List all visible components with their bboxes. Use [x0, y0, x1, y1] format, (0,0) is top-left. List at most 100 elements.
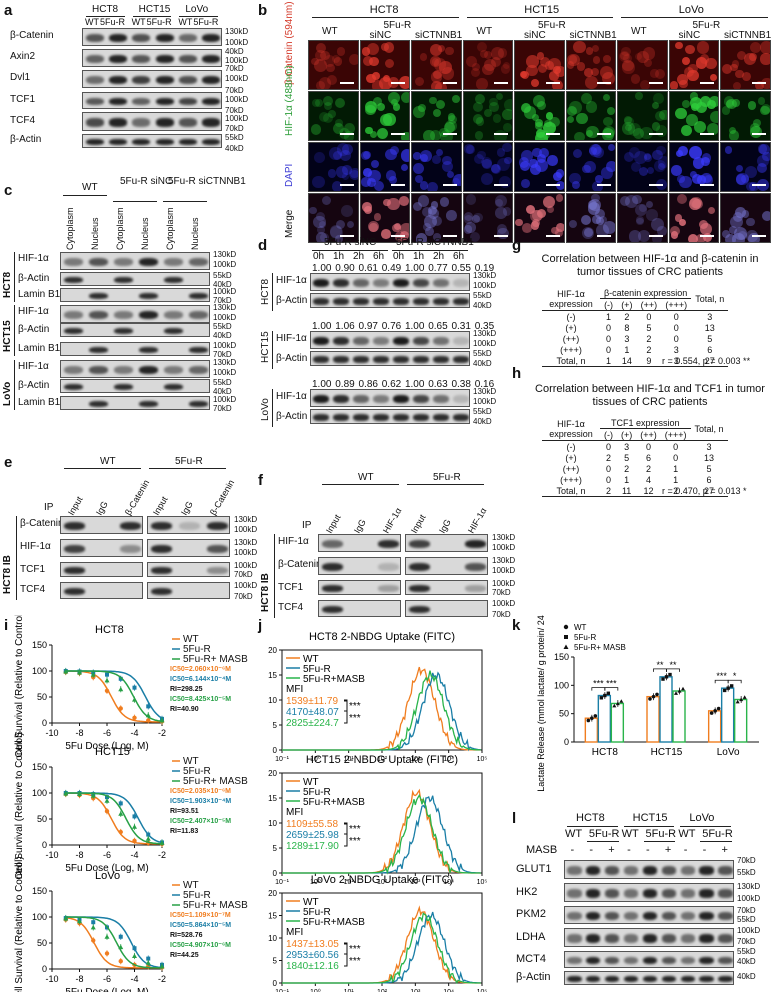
cell-blob — [679, 218, 687, 227]
blot-band — [202, 75, 221, 85]
quantification-row: 1.00 0.89 0.86 0.62 1.00 0.63 0.38 0.16 — [312, 379, 495, 390]
cell-blob — [401, 132, 410, 140]
cell-blob — [607, 107, 616, 116]
blot-band — [139, 400, 158, 408]
cell-blob — [439, 197, 450, 207]
cell-blob — [689, 92, 698, 101]
blot-band — [353, 394, 369, 404]
cell-line-bracket — [14, 305, 15, 356]
fraction-label: Nucleus — [140, 217, 150, 250]
cell-blob — [692, 157, 705, 169]
row-label: β-Catenin — [20, 518, 64, 529]
x-tick-label: -8 — [75, 728, 83, 738]
y-tick-label: 10 — [268, 696, 277, 705]
row-label: GLUT1 — [516, 862, 552, 875]
micrograph-tile — [668, 40, 719, 90]
table-cell: 0 — [605, 474, 611, 485]
table-row: (-) 0 3 0 0 3 — [542, 441, 728, 453]
cell-blob — [646, 209, 658, 221]
y-tick-label: 0 — [273, 746, 278, 755]
cell-blob — [472, 214, 481, 223]
blot-band — [433, 414, 449, 421]
cell-blob — [349, 169, 358, 179]
col-level: (-) — [600, 428, 617, 441]
blot-band — [164, 276, 183, 284]
kd-marker: 70kD — [234, 592, 253, 601]
row-label: Lamin B1 — [18, 397, 61, 408]
panel-label-h: h — [512, 365, 522, 382]
y-axis-label: Cell Survival (Relative to Control) — [14, 732, 25, 879]
data-point — [159, 840, 165, 845]
group-underline — [392, 250, 468, 251]
cell-blob — [696, 41, 709, 54]
data-point — [599, 696, 604, 700]
blot-band — [202, 118, 221, 127]
row-label: β-Catenin — [10, 30, 54, 41]
data-point — [615, 701, 620, 706]
panel-l: l HCT8 WT 5Fu-R HCT15 WT 5Fu-R LoVo WT 5Fu-R MASB… — [512, 810, 774, 992]
cell-blob — [549, 71, 559, 81]
cell-blob — [343, 131, 355, 140]
blot-band — [623, 889, 639, 898]
sig-stars: *** — [349, 701, 361, 712]
cell-blob — [542, 195, 555, 208]
scale-bar — [494, 133, 508, 135]
cell-blob — [423, 130, 435, 140]
cell-blob — [536, 153, 547, 164]
cell-blob — [335, 98, 346, 108]
x-tick-label: 10⁰ — [310, 755, 321, 763]
nbdg-histograms-svg: HCT8 2-NBDG Uptake (FITC) 0 5 10 15 20 10⁻¹ 10⁰… — [268, 631, 488, 992]
x-tick-label: 10⁻¹ — [275, 879, 289, 886]
table-cell: 3 — [661, 355, 692, 367]
blot-band — [718, 934, 733, 943]
cell-blob — [336, 166, 348, 178]
bar — [646, 695, 660, 743]
cell-blob — [669, 81, 679, 89]
cell-blob — [369, 57, 379, 67]
blot-band — [179, 75, 197, 85]
x-tick-label: 10⁵ — [477, 879, 488, 886]
kd-marker: 40kD — [737, 972, 756, 981]
cell-blob — [429, 129, 441, 140]
data-point — [90, 793, 96, 798]
cell-blob — [634, 52, 642, 61]
blot-band — [661, 934, 677, 943]
blot-band — [333, 336, 349, 346]
cell-blob — [452, 173, 461, 187]
western-blot-strip — [405, 580, 488, 595]
cell-blob — [707, 100, 716, 109]
row-label: HIF-1α — [18, 253, 49, 264]
kd-marker: 100kD — [737, 894, 761, 903]
table-cell: 13 — [704, 452, 715, 463]
data-point — [722, 688, 727, 693]
cell-blob — [363, 55, 374, 66]
cell-blob — [703, 174, 714, 185]
legend-label: WT — [183, 756, 199, 767]
lane-label: β-Catenin — [122, 478, 151, 517]
group-underline — [312, 250, 388, 251]
blot-band — [164, 257, 183, 267]
scale-bar — [751, 235, 766, 237]
sig-bracket — [344, 823, 348, 847]
western-blot-strip — [564, 860, 734, 879]
blot-band — [322, 562, 344, 572]
cell-blob — [670, 165, 682, 176]
panel-e: e WT 5Fu-R Input IgG β-Catenin Input IgG β-Cate… — [0, 452, 257, 612]
table-cell: 0 — [673, 333, 679, 344]
group-label-5fur: 5Fu-R — [146, 17, 172, 27]
cell-blob — [328, 110, 337, 118]
cell-blob — [469, 231, 480, 242]
cell-blob — [335, 118, 344, 127]
cell-blob — [632, 194, 642, 204]
cell-blob — [656, 145, 666, 155]
table-cell: 5 — [624, 452, 630, 463]
cell-blob — [373, 180, 385, 191]
scale-bar — [648, 133, 663, 135]
group-label-sictnnb1: siCTNNB1 — [724, 30, 772, 41]
row-label: MCT4 — [516, 952, 546, 965]
scale-bar — [545, 184, 560, 186]
cell-blob — [477, 42, 488, 53]
cell-blob — [496, 148, 506, 157]
legend-label: 5Fu-R+ MASB — [574, 643, 626, 652]
masb-sign: - — [570, 844, 575, 856]
